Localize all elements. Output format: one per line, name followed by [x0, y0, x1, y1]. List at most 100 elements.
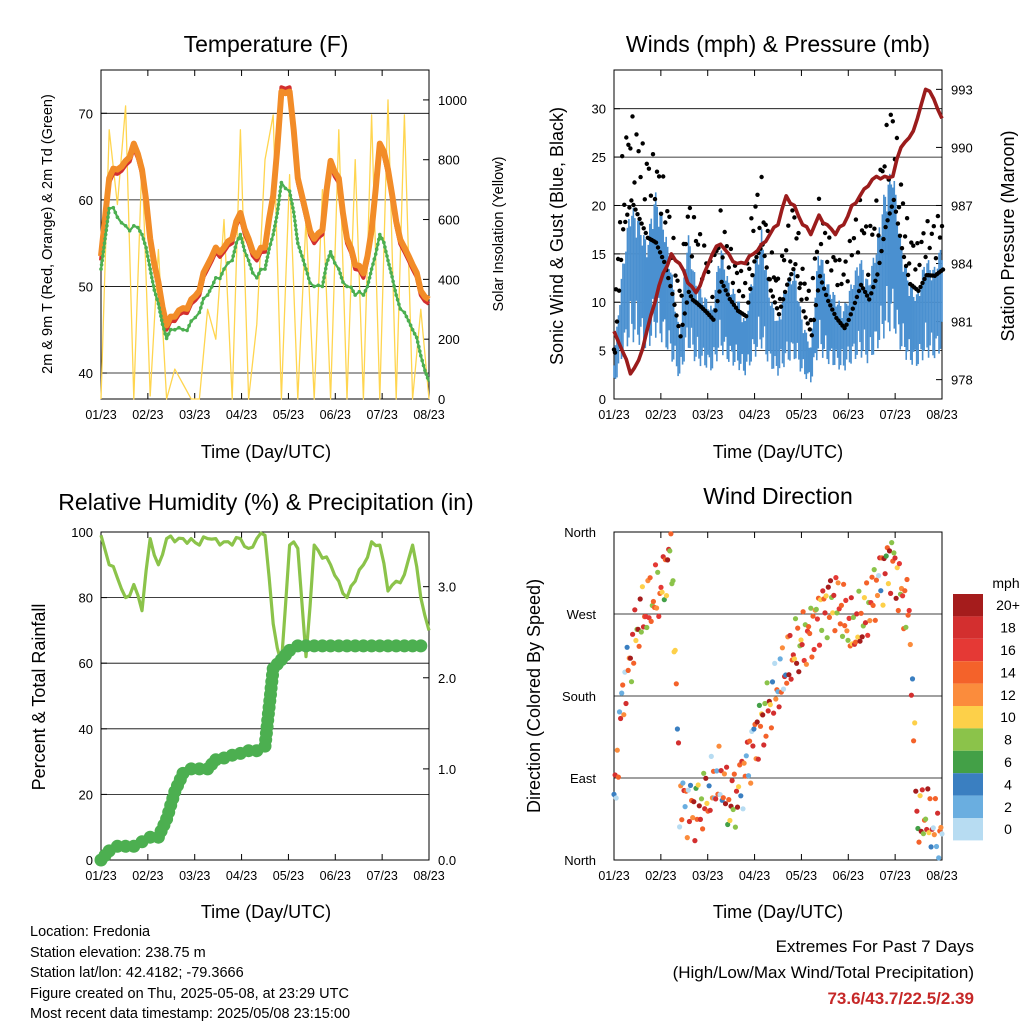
gust-dot [883, 224, 888, 230]
gust-dot [637, 216, 642, 222]
direction-dot [844, 628, 850, 634]
gust-dot [795, 274, 800, 279]
gust-dot [743, 280, 748, 286]
solar-ylabel: Solar Insolation (Yellow) [491, 156, 507, 311]
direction-dot [848, 595, 854, 601]
direction-dot [706, 783, 712, 789]
gust-dot [927, 245, 932, 251]
direction-dot [873, 577, 880, 583]
gust-dot [665, 209, 670, 214]
direction-dot [652, 562, 659, 568]
dewpoint-dot [142, 241, 147, 246]
direction-dot [687, 782, 694, 789]
dewpoint-dot [302, 262, 307, 267]
direction-panel: Wind Direction NorthEastSouthWestNorth01… [524, 483, 1020, 922]
dewpoint-dot [273, 224, 277, 228]
dewpoint-dot [363, 289, 368, 293]
dewpoint-dot [322, 275, 326, 280]
gust-dot [612, 350, 618, 355]
direction-dot [904, 576, 910, 583]
gust-dot [931, 224, 936, 229]
gust-dot [720, 255, 725, 260]
gust-dot [663, 220, 668, 225]
y2-tick-label: 600 [438, 213, 460, 228]
dewpoint-dot [418, 349, 422, 354]
gust-dot [812, 256, 818, 261]
dewpoint-dot [387, 262, 391, 267]
dewpoint-dot [147, 263, 152, 267]
direction-dot [762, 700, 768, 707]
x-tick-label: 04/23 [739, 869, 770, 883]
gust-dot [817, 274, 823, 279]
gust-dot [807, 327, 812, 332]
direction-dot [914, 808, 920, 814]
y-tick-label: 40 [79, 722, 93, 737]
gust-dot [621, 227, 626, 232]
dewpoint-dot [383, 245, 387, 249]
direction-dot [832, 628, 838, 634]
gust-dot [627, 205, 632, 210]
dewpoint-dot [173, 327, 177, 332]
gust-dot [738, 268, 744, 274]
direction-dot [883, 553, 889, 559]
legend-swatch [953, 750, 983, 774]
direction-dot [920, 831, 927, 837]
y-tick-label: 5 [599, 344, 606, 359]
direction-dot [714, 768, 720, 774]
gust-dot [654, 169, 660, 174]
direction-dot [909, 676, 916, 682]
legend-swatch [953, 661, 983, 684]
gust-dot [711, 317, 716, 322]
gust-dot [784, 248, 789, 253]
legend-label: 16 [1000, 642, 1016, 658]
gust-dot [901, 254, 907, 260]
gust-dot [806, 288, 811, 293]
dewpoint-dot [151, 284, 156, 288]
dewpoint-dot [321, 280, 326, 284]
direction-dot [637, 596, 643, 602]
gust-dot [640, 141, 645, 146]
gust-dot [935, 213, 941, 219]
gust-dot [913, 267, 918, 272]
dewpoint-dot [200, 301, 204, 306]
dewpoint-dot [226, 261, 230, 265]
gust-dot [895, 221, 901, 226]
gust-dot [800, 266, 805, 271]
dewpoint-dot [104, 228, 109, 232]
gust-dot [772, 300, 778, 305]
gust-dot [744, 314, 749, 319]
dewpoint-dot [412, 331, 417, 336]
direction-dot [790, 652, 796, 658]
direction-dot [619, 690, 625, 696]
dewpoint-dot [145, 254, 150, 259]
gust-dot [829, 268, 834, 273]
winds-panel: Winds (mph) & Pressure (mb) 0 5 10 15 20 25 30… [547, 31, 1018, 462]
dewpoint-dot [378, 232, 382, 237]
gust-dot [691, 215, 697, 220]
dewpoint-dot [283, 186, 288, 191]
direction-dot [811, 646, 817, 653]
direction-dot [771, 710, 777, 716]
gust-dot [841, 272, 846, 277]
dewpoint-dot [345, 284, 349, 289]
direction-dot [880, 602, 886, 608]
direction-dot [741, 760, 747, 766]
dewpoint-dot [338, 271, 343, 276]
x-tick-label: 02/23 [132, 408, 163, 422]
gust-dot [687, 205, 693, 211]
direction-dot [672, 647, 678, 653]
gust-dot [719, 279, 724, 285]
gust-dot [614, 319, 620, 324]
gust-dot [790, 208, 795, 213]
direction-dot [889, 540, 895, 546]
direction-dot [791, 656, 798, 662]
x-tick-label: 01/23 [85, 869, 116, 883]
direction-dot [736, 784, 742, 790]
dewpoint-dot [301, 258, 306, 263]
y2-tick-label: 3.0 [438, 580, 456, 595]
direction-dot [755, 756, 761, 762]
direction-dot [761, 742, 767, 748]
direction-dot [925, 786, 931, 792]
station-info: Location: Fredonia Station elevation: 23… [30, 922, 350, 1025]
gust-dot [697, 232, 703, 237]
